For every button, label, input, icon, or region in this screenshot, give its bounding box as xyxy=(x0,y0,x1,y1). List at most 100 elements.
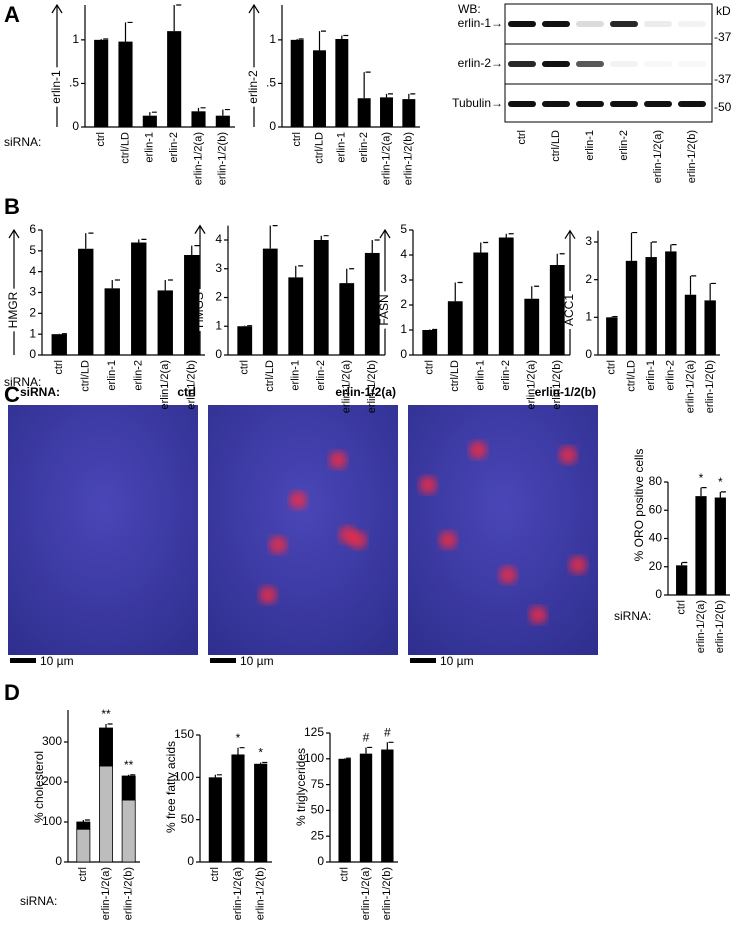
x-tick-label: erlin1/2(a) xyxy=(526,360,538,410)
y-tick-label: 0 xyxy=(55,854,62,868)
y-tick-label: 3 xyxy=(29,285,36,299)
y-axis-label: % ORO positive cells xyxy=(632,449,646,562)
y-tick-label: 100 xyxy=(304,751,324,765)
y-tick-label: 20 xyxy=(649,559,663,573)
band xyxy=(678,101,706,107)
x-tick-label: ctrl xyxy=(676,600,688,615)
error-bar xyxy=(82,819,90,822)
bar xyxy=(695,496,707,595)
x-tick-label: ctrl xyxy=(95,132,107,147)
lipid-stain xyxy=(419,476,437,494)
bar-segment xyxy=(121,775,136,801)
bar xyxy=(167,31,182,128)
x-tick-label: ctrl/LD xyxy=(449,360,461,392)
bar xyxy=(704,300,716,355)
band xyxy=(644,21,672,27)
y-tick-label: 100 xyxy=(42,814,62,828)
y-tick-label: 5 xyxy=(29,243,36,257)
y-tick-label: 2 xyxy=(400,297,407,311)
bar xyxy=(184,255,200,355)
x-tick-label: ctrl/LD xyxy=(80,360,92,392)
lipid-stain xyxy=(289,491,307,509)
bar xyxy=(231,754,245,862)
bar xyxy=(191,111,206,127)
y-axis-label: erlin-2 xyxy=(246,70,260,104)
band xyxy=(576,21,604,27)
y-tick-label: 3 xyxy=(585,234,592,248)
micrographs: siRNA: ctrl 10 µm erlin-1/2(a) 10 µm erlin-1… xyxy=(8,385,598,668)
bar xyxy=(364,252,380,355)
bar xyxy=(262,248,278,355)
label-arrowhead xyxy=(564,229,576,240)
band xyxy=(678,21,706,27)
panel-label: B xyxy=(4,194,20,219)
x-tick-label: erlin1/2(a) xyxy=(159,360,171,410)
x-tick-label: erlin-1/2(b) xyxy=(381,867,393,920)
bar xyxy=(359,753,373,862)
error-bar xyxy=(454,281,463,302)
micro-title: erlin-1/2(a) xyxy=(335,385,396,399)
y-axis-label: % cholesterol xyxy=(32,751,46,823)
bar-segment xyxy=(99,765,113,863)
error-bar xyxy=(237,747,245,755)
y-tick-label: 0 xyxy=(269,119,276,133)
error-bar xyxy=(429,328,438,331)
bar xyxy=(104,288,120,355)
bar xyxy=(714,497,726,595)
y-tick-label: 150 xyxy=(174,727,194,741)
error-bar xyxy=(197,107,206,112)
bar xyxy=(118,41,133,127)
x-tick-label: erlin-1/2(b) xyxy=(714,600,726,653)
x-tick-label: erlin-2 xyxy=(358,132,370,163)
y-tick-label: 2 xyxy=(585,272,592,286)
micrograph xyxy=(408,405,598,655)
western-blot: WB: kD xyxy=(458,2,731,123)
x-tick-label: ctrl/LD xyxy=(625,360,637,392)
scale-bar xyxy=(410,658,436,663)
micro-header: siRNA: xyxy=(20,385,60,399)
bar xyxy=(78,248,94,355)
band xyxy=(576,101,604,107)
scale-label: 10 µm xyxy=(240,654,274,668)
error-bar xyxy=(689,275,697,295)
x-tick-label: erlin-1 xyxy=(336,132,348,163)
y-tick-label: 0 xyxy=(655,587,662,601)
y-tick-label: 0 xyxy=(187,854,194,868)
error-bar xyxy=(385,93,393,98)
y-axis-label: HMGS xyxy=(192,292,206,328)
error-bar xyxy=(191,245,200,255)
x-tick-label: erlin-1/2(b) xyxy=(255,867,267,920)
bar xyxy=(473,252,489,355)
y-tick-label: 100 xyxy=(174,770,194,784)
x-tick-label: erlin-1/2(b) xyxy=(403,132,415,185)
lipid-stain xyxy=(349,531,367,549)
band xyxy=(542,101,570,107)
bar xyxy=(625,260,638,355)
x-tick-label: ctrl xyxy=(339,867,351,882)
lipid-stain xyxy=(499,566,517,584)
wb-unit: kD xyxy=(716,4,731,18)
error-bar xyxy=(719,491,726,498)
micrograph xyxy=(208,405,398,655)
lane-label: erlin-1/2(a) xyxy=(652,130,664,183)
lane-label: erlin-1/2(b) xyxy=(686,130,698,183)
panel-label: C xyxy=(4,382,20,407)
error-bar xyxy=(480,241,489,253)
y-tick-label: 1 xyxy=(29,326,36,340)
error-bar xyxy=(386,741,394,750)
lane-label: ctrl xyxy=(516,130,528,145)
x-tick-label: erlin-1/2(a) xyxy=(380,132,392,185)
sirna-label: siRNA: xyxy=(4,375,41,389)
error-bar xyxy=(670,244,677,252)
bar xyxy=(288,277,304,355)
band xyxy=(610,21,638,27)
error-bar xyxy=(346,268,355,284)
lipid-stain xyxy=(469,441,487,459)
x-tick-label: erlin-1 xyxy=(645,360,657,391)
y-tick-label: 4 xyxy=(400,247,407,261)
bar xyxy=(313,50,326,127)
bar xyxy=(208,777,222,862)
y-tick-label: 125 xyxy=(304,725,324,739)
